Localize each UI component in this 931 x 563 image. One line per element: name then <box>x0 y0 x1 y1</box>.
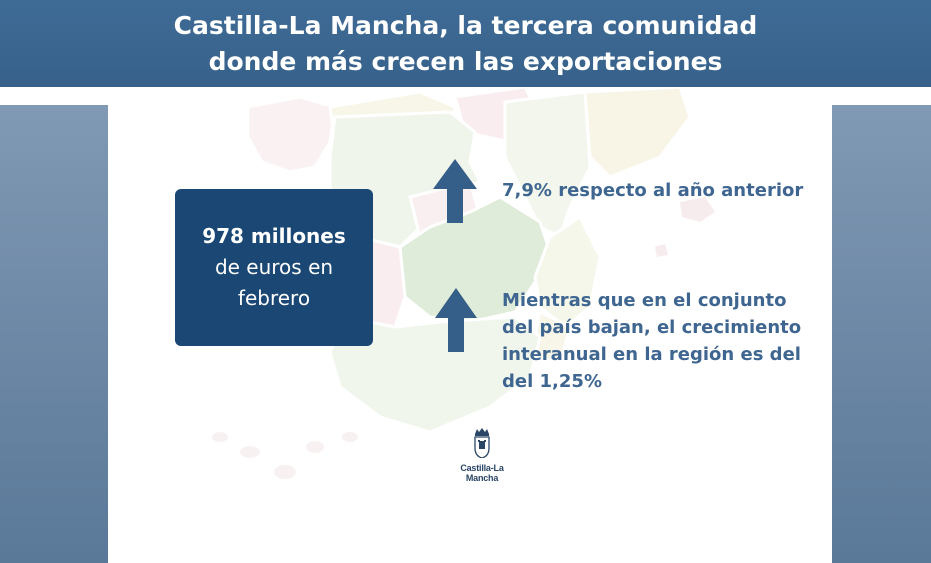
interannual-line-1: Mientras que en el conjunto <box>502 290 787 311</box>
arrow-up-icon <box>433 159 477 223</box>
right-side-panel <box>832 105 931 563</box>
export-value-box: 978 millones de euros en febrero <box>175 189 373 346</box>
header-banner: Castilla-La Mancha, la tercera comunidad… <box>0 0 931 87</box>
export-value-amount: 978 millones <box>202 224 346 248</box>
logo-text: Castilla-La Mancha <box>460 463 504 483</box>
title-line-1: Castilla-La Mancha, la tercera comunidad <box>173 10 758 40</box>
left-side-panel <box>0 105 108 563</box>
interannual-line-2: del país bajan, el crecimiento <box>502 317 802 338</box>
castilla-la-mancha-logo: Castilla-La Mancha <box>446 428 518 483</box>
arrow-up-icon <box>435 288 477 352</box>
page-title: Castilla-La Mancha, la tercera comunidad… <box>56 8 876 80</box>
crown-shield-icon <box>474 428 490 459</box>
export-value-unit: de euros en <box>214 255 334 279</box>
interannual-line-3: interanual en la región es del <box>502 344 801 365</box>
interannual-line-4: del 1,25% <box>502 371 602 392</box>
export-value-month: febrero <box>237 286 311 310</box>
title-line-2: donde más crecen las exportaciones <box>208 46 723 76</box>
growth-rate-text: 7,9% respecto al año anterior <box>502 180 804 201</box>
interannual-growth-text: Mientras que en el conjunto del país baj… <box>502 287 822 395</box>
